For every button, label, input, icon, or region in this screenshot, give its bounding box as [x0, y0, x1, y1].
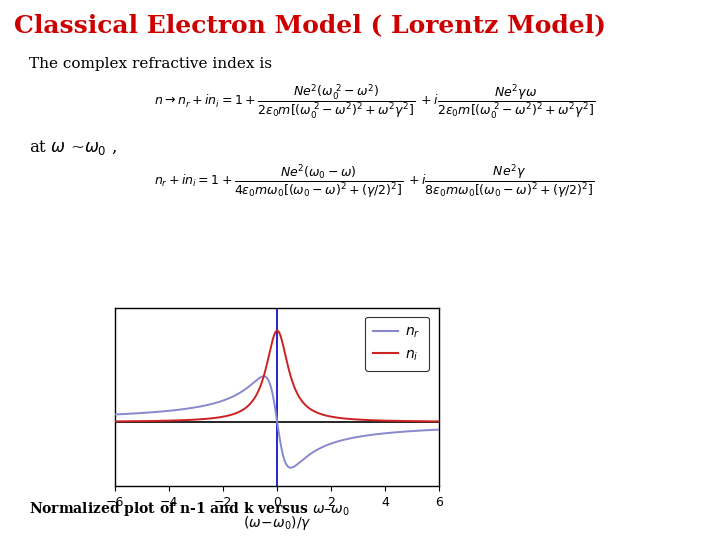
- Text: Classical Electron Model ( Lorentz Model): Classical Electron Model ( Lorentz Model…: [14, 14, 606, 37]
- Text: The complex refractive index is: The complex refractive index is: [29, 57, 272, 71]
- X-axis label: $(\omega\!-\!\omega_0)/\gamma$: $(\omega\!-\!\omega_0)/\gamma$: [243, 514, 312, 532]
- Text: $n \rightarrow n_r + in_i = 1 + \dfrac{Ne^2(\omega_0^{\;2} - \omega^2)}{2\vareps: $n \rightarrow n_r + in_i = 1 + \dfrac{N…: [153, 82, 595, 121]
- Legend: $n_r$, $n_i$: $n_r$, $n_i$: [365, 316, 429, 371]
- Text: Normalized plot of n-1 and k versus $\omega$–$\omega_0$: Normalized plot of n-1 and k versus $\om…: [29, 501, 350, 518]
- Text: at $\omega$ ~$\omega_0$ ,: at $\omega$ ~$\omega_0$ ,: [29, 138, 117, 157]
- Text: $n_r + in_i = 1 + \dfrac{Ne^2(\omega_0 - \omega)}{4\varepsilon_0 m\omega_0[(\ome: $n_r + in_i = 1 + \dfrac{Ne^2(\omega_0 -…: [154, 162, 595, 200]
